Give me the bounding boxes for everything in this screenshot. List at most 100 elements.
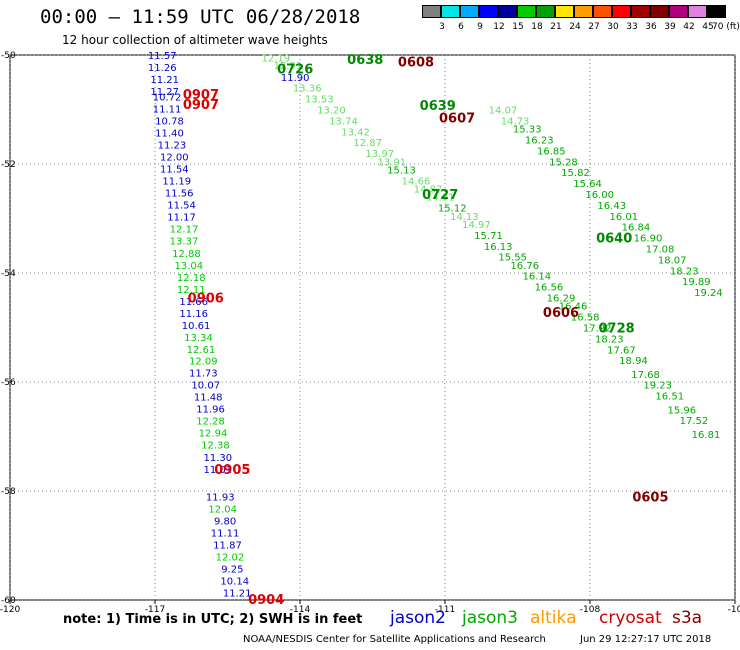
- swh-value: 11.21: [150, 75, 179, 86]
- swh-value: 11.57: [148, 51, 177, 62]
- scale-label: 70 (ft): [712, 22, 740, 32]
- swh-value: 15.55: [498, 253, 527, 264]
- scale-swatch: [669, 5, 688, 18]
- scale-label: 15: [512, 22, 524, 32]
- swh-value: 18.23: [595, 334, 624, 345]
- swh-value: 12.88: [172, 249, 201, 260]
- swh-value: 16.84: [622, 223, 651, 234]
- swh-value: 12.28: [196, 417, 225, 428]
- swh-value: 12.91: [274, 61, 303, 72]
- x-tick-label: -111: [435, 605, 455, 615]
- swh-value: 12.19: [262, 54, 291, 65]
- scale-label: 21: [550, 22, 562, 32]
- swh-value: 15.12: [438, 204, 467, 215]
- swh-value: 15.33: [513, 125, 542, 136]
- swh-value: 16.58: [571, 313, 600, 324]
- swh-value: 9.25: [221, 564, 243, 575]
- swh-value: 16.46: [559, 302, 588, 313]
- swh-value: 16.13: [484, 242, 513, 253]
- swh-value: 18.94: [619, 356, 648, 367]
- swh-value: 11.93: [206, 492, 235, 503]
- scale-swatch: [650, 5, 669, 18]
- scale-swatch: [479, 5, 498, 18]
- pass-label: 0905: [214, 463, 250, 478]
- swh-value: 12.61: [187, 345, 216, 356]
- swh-value: 14.66: [402, 176, 431, 187]
- scale-label: 6: [458, 22, 464, 32]
- pass-label: 0608: [398, 56, 434, 71]
- pass-label: 0728: [598, 322, 634, 337]
- x-tick-label: -108: [580, 605, 601, 615]
- scale-swatch: [460, 5, 479, 18]
- swh-value: 14.97: [462, 220, 491, 231]
- scale-label: 27: [588, 22, 600, 32]
- swh-value: 19.24: [694, 288, 723, 299]
- swh-value: 14.31: [426, 193, 455, 204]
- scale-swatch: [536, 5, 555, 18]
- swh-value: 12.17: [170, 224, 199, 235]
- scale-swatch: [441, 5, 460, 18]
- scale-swatch: [593, 5, 612, 18]
- scale-swatch: [707, 5, 726, 18]
- swh-value: 16.81: [692, 430, 721, 441]
- swh-value: 16.85: [537, 146, 566, 157]
- swh-value: 12.18: [177, 273, 206, 284]
- swh-value: 11.87: [213, 540, 242, 551]
- swh-value: 16.56: [535, 283, 564, 294]
- swh-value: 11.16: [179, 309, 208, 320]
- swh-value: 16.51: [655, 392, 684, 403]
- scale-label: 45: [702, 22, 714, 32]
- scale-label: 42: [683, 22, 695, 32]
- pass-label: 0726: [277, 63, 313, 78]
- swh-value: 10.61: [182, 321, 211, 332]
- scale-label: 3: [439, 22, 445, 32]
- scale-swatch: [422, 5, 441, 18]
- swh-value: 16.43: [597, 201, 626, 212]
- swh-value: 12.38: [201, 441, 230, 452]
- satellite-legend-s3a: s3a: [672, 608, 703, 628]
- swh-value: 17.68: [631, 370, 660, 381]
- note-text: note: 1) Time is in UTC; 2) SWH is in fe…: [63, 612, 363, 627]
- satellite-legend-altika: altika: [530, 608, 577, 628]
- satellite-legend-cryosat: cryosat: [599, 608, 662, 628]
- y-tick-label: -58: [1, 487, 16, 497]
- swh-value: 13.34: [184, 333, 213, 344]
- swh-value: 15.13: [387, 165, 416, 176]
- swh-value: 16.76: [510, 261, 539, 272]
- swh-value: 11.30: [204, 453, 233, 464]
- swh-value: 12.11: [177, 285, 206, 296]
- x-tick-label: -10: [728, 605, 740, 615]
- swh-value: 12.02: [216, 552, 245, 563]
- swh-value: 13.91: [378, 157, 407, 168]
- swh-value: 11.27: [150, 87, 179, 98]
- swh-value: 11.40: [155, 128, 184, 139]
- y-tick-label: -50: [1, 51, 16, 61]
- scale-label: 24: [569, 22, 581, 32]
- scale-swatch: [498, 5, 517, 18]
- swh-value: 17.52: [680, 416, 709, 427]
- swh-value: 12.00: [160, 152, 189, 163]
- swh-value: 19.23: [643, 381, 672, 392]
- swh-value: 19.89: [682, 277, 711, 288]
- scale-swatch: [631, 5, 650, 18]
- scale-swatch: [574, 5, 593, 18]
- swh-value: 13.74: [329, 116, 358, 127]
- swh-value: 18.07: [658, 255, 687, 266]
- y-tick-label: -52: [1, 160, 16, 170]
- swh-value: 14.73: [501, 116, 530, 127]
- swh-value: 18.23: [670, 266, 699, 277]
- swh-value: 11.19: [162, 176, 191, 187]
- x-tick-label: -117: [145, 605, 165, 615]
- pass-label: 0907: [183, 88, 219, 103]
- swh-value: 17.67: [607, 345, 636, 356]
- swh-value: 14.13: [450, 212, 479, 223]
- scale-label: 33: [626, 22, 638, 32]
- footer-credit: NOAA/NESDIS Center for Satellite Applica…: [243, 634, 546, 645]
- swh-value: 17.08: [646, 244, 675, 255]
- swh-value: 14.87: [414, 185, 443, 196]
- swh-value: 10.14: [220, 576, 249, 587]
- swh-value: 10.72: [153, 92, 182, 103]
- y-tick-label: -60: [1, 596, 16, 606]
- swh-value: 16.23: [525, 135, 554, 146]
